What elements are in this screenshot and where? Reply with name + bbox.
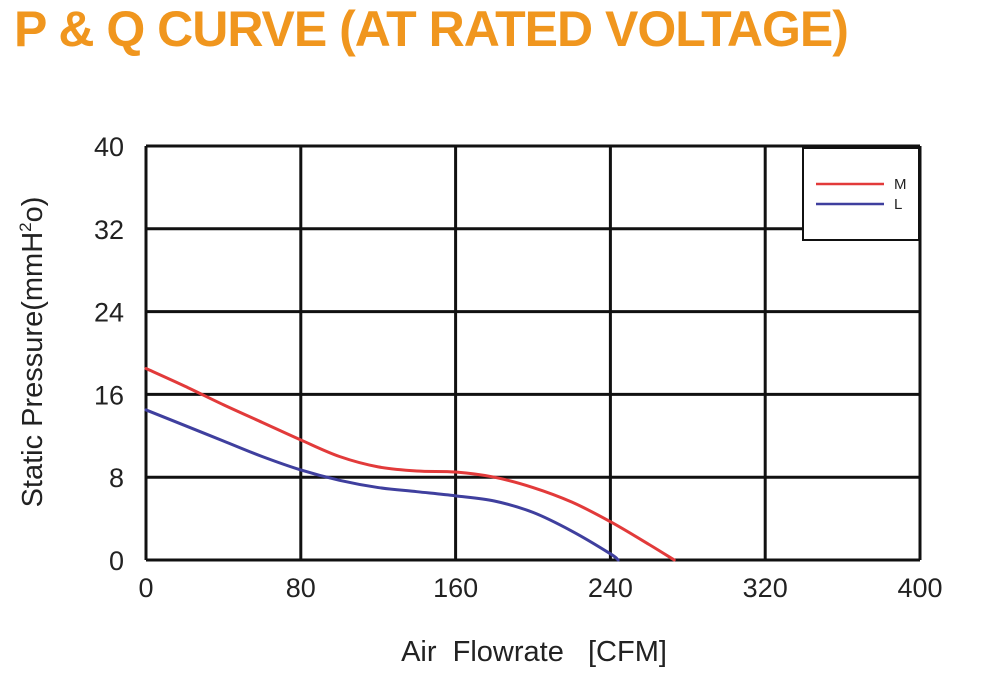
x-tick-labels: 0 80 160 240 320 400 xyxy=(138,573,942,603)
y-axis-label: Static Pressure(mmH2o) xyxy=(16,197,49,508)
legend-label-l: L xyxy=(894,196,902,213)
y-tick-labels: 0 8 16 24 32 40 xyxy=(94,132,124,576)
series-line-l xyxy=(144,408,620,562)
grid xyxy=(144,144,922,562)
y-tick-label: 16 xyxy=(94,380,124,410)
y-tick-label: 32 xyxy=(94,215,124,245)
x-tick-label: 240 xyxy=(588,573,633,603)
x-tick-label: 80 xyxy=(286,573,316,603)
y-tick-label: 8 xyxy=(109,463,124,493)
legend-box xyxy=(802,147,920,241)
legend-label-m: M xyxy=(894,176,907,193)
y-tick-label: 40 xyxy=(94,132,124,162)
x-tick-label: 400 xyxy=(897,573,942,603)
series-line-m xyxy=(144,367,676,562)
x-tick-label: 0 xyxy=(138,573,153,603)
legend: ML xyxy=(802,147,920,241)
x-axis-label: Air Flowrate [CFM] xyxy=(401,636,667,668)
chart-title: P & Q CURVE (AT RATED VOLTAGE) xyxy=(14,1,849,57)
y-tick-label: 0 xyxy=(109,546,124,576)
x-tick-label: 320 xyxy=(743,573,788,603)
series-lines xyxy=(144,367,676,562)
y-tick-label: 24 xyxy=(94,298,124,328)
x-tick-label: 160 xyxy=(433,573,478,603)
